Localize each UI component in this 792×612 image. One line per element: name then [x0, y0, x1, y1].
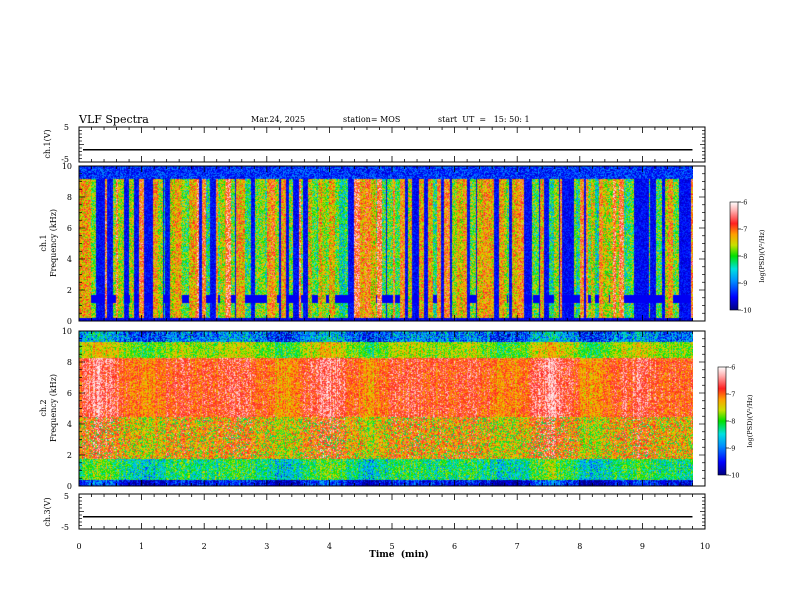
ch2-spectrogram-frame	[78, 330, 706, 487]
ch1-colorbar-tick-label: -6	[741, 199, 747, 207]
ch2-spectrogram-ytick-label: 2	[67, 451, 72, 460]
ch1-spectrogram-ytick-label: 0	[67, 317, 72, 326]
ch2-colorbar-tick-label: -6	[729, 364, 735, 372]
ch1-colorbar-tick-label: -10	[741, 307, 751, 315]
ch2-colorbar: -6 -7 -8 -9 -10 log(PSD)(V²/Hz)	[717, 364, 754, 480]
ch2-colorbar-tick-label: -8	[729, 418, 735, 426]
x-axis-tick-label: 9	[640, 542, 645, 551]
ch1-spectrogram-ytick-label: 8	[67, 193, 72, 202]
ch1-colorbar: -6 -7 -8 -9 -10 log(PSD)(V²/Hz)	[729, 199, 766, 315]
ch1-colorbar-tick-label: -8	[741, 253, 747, 261]
figure-title: VLF Spectra	[78, 113, 149, 126]
ch2-spectrogram-ylabel-frequency: Frequency (kHz)	[49, 374, 58, 442]
start-ut-label: start UT = 15: 50: 1	[438, 115, 530, 124]
ch2-spectrogram-ytick-label: 6	[67, 389, 72, 398]
ch2-colorbar-label: log(PSD)(V²/Hz)	[746, 394, 754, 447]
x-axis-tick-labels: 0 1 2 3 4 5 6 7 8 9 10	[76, 542, 710, 551]
x-axis-tick-label: 5	[389, 542, 394, 551]
x-axis-tick-label: 10	[700, 542, 710, 551]
ch2-spectrogram-ytick-label: 0	[67, 482, 72, 491]
date-label: Mar.24, 2025	[251, 115, 305, 124]
ch2-colorbar-gradient	[717, 366, 727, 476]
ch1-spectrogram-ytick-label: 6	[67, 224, 72, 233]
ch2-spectrogram-ytick-label: 4	[67, 420, 72, 429]
ch3-waveform-ylabel: ch.3(V)	[43, 497, 52, 526]
ch1-waveform-panel: 5 -5 ch.1(V)	[43, 123, 706, 164]
x-axis-tick-label: 0	[76, 542, 81, 551]
x-axis-tick-label: 8	[577, 542, 582, 551]
ch1-spectrogram-frame	[78, 165, 706, 322]
ch1-spectrogram-ylabel-frequency: Frequency (kHz)	[49, 209, 58, 277]
ch1-spectrogram-ytick-label: 2	[67, 286, 72, 295]
ch1-colorbar-gradient	[729, 201, 739, 311]
ch2-colorbar-tick-label: -10	[729, 472, 739, 480]
ch3-waveform-frame	[78, 493, 706, 530]
ch1-waveform-ylabel: ch.1(V)	[43, 129, 52, 158]
x-axis-tick-label: 7	[515, 542, 520, 551]
ch2-colorbar-tick-label: -7	[729, 391, 735, 399]
x-axis-label: Time (min)	[369, 549, 429, 560]
ch1-spectrogram-ytick-label: 4	[67, 255, 72, 264]
ch2-spectrogram-image	[79, 331, 693, 486]
ch2-spectrogram-ylabel-channel: ch.2	[39, 399, 48, 416]
ch2-spectrogram-panel: 0 2 4 6 8 10 ch.2 Frequency (kHz)	[39, 327, 706, 491]
x-axis-tick-label: 1	[139, 542, 144, 551]
ch1-spectrogram-panel: 0 2 4 6 8 10 ch.1 Frequency (kHz)	[39, 162, 706, 326]
ch3-waveform-ytick-bottom: -5	[61, 523, 69, 532]
ch1-spectrogram-image	[79, 166, 693, 321]
ch2-colorbar-tick-label: -9	[729, 445, 735, 453]
ch1-waveform-ytick-bottom: -5	[61, 155, 69, 164]
ch1-spectrogram-ylabel-channel: ch.1	[39, 234, 48, 251]
ch2-spectrogram-ytick-label: 10	[62, 327, 72, 336]
ch1-colorbar-label: log(PSD)(V²/Hz)	[758, 229, 766, 282]
x-axis-tick-label: 3	[264, 542, 269, 551]
station-label: station= MOS	[343, 115, 400, 124]
ch1-spectrogram-ytick-label: 10	[62, 162, 72, 171]
x-axis-tick-label: 2	[202, 542, 207, 551]
ch2-spectrogram-ytick-label: 8	[67, 358, 72, 367]
ch3-waveform-panel: 5 -5 ch.3(V)	[43, 492, 706, 532]
ch1-colorbar-tick-label: -7	[741, 226, 747, 234]
x-axis-tick-label: 6	[452, 542, 457, 551]
ch1-waveform-frame	[78, 126, 706, 163]
ch1-colorbar-tick-label: -9	[741, 280, 747, 288]
ch3-waveform-ytick-top: 5	[64, 492, 69, 501]
ch1-waveform-ytick-top: 5	[64, 123, 69, 132]
x-axis-tick-label: 4	[327, 542, 332, 551]
